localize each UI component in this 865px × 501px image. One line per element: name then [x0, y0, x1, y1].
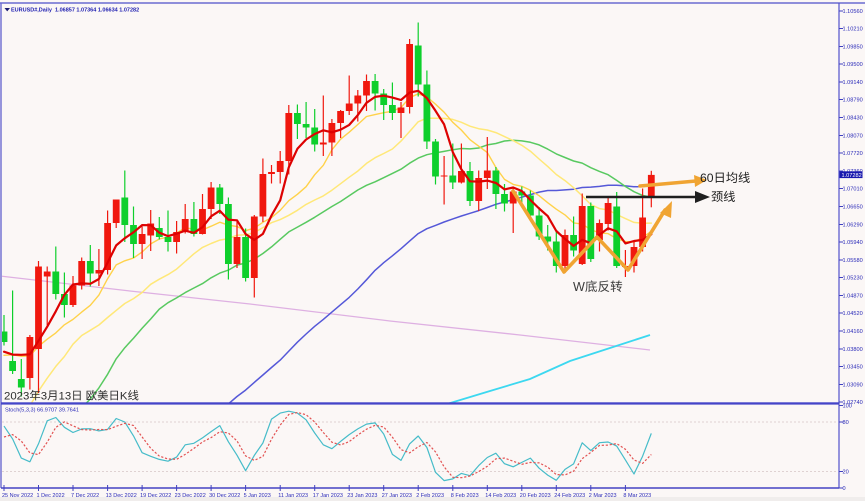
svg-text:1.07282: 1.07282: [842, 173, 862, 179]
svg-text:Stoch(5,3,3) 66.9707 39.7641: Stoch(5,3,3) 66.9707 39.7641: [5, 408, 79, 414]
svg-text:1.05940: 1.05940: [843, 240, 863, 246]
svg-text:1.03450: 1.03450: [843, 365, 863, 371]
svg-text:K: K: [120, 391, 128, 403]
svg-text:17 Jan 2023: 17 Jan 2023: [313, 493, 343, 499]
svg-text:1 Dec 2022: 1 Dec 2022: [37, 493, 65, 499]
svg-text:13 Dec 2022: 13 Dec 2022: [106, 493, 137, 499]
svg-text:1.02740: 1.02740: [843, 400, 863, 406]
svg-text:20: 20: [843, 470, 849, 476]
svg-text:23 Dec 2022: 23 Dec 2022: [175, 493, 206, 499]
svg-text:1.08070: 1.08070: [843, 134, 863, 140]
svg-text:20 Feb 2023: 20 Feb 2023: [520, 493, 551, 499]
svg-text:1.04870: 1.04870: [843, 294, 863, 300]
svg-text:1.10560: 1.10560: [843, 9, 863, 15]
svg-text:7 Dec 2022: 7 Dec 2022: [71, 493, 99, 499]
svg-text:1.08790: 1.08790: [843, 98, 863, 104]
svg-text:11 Jan 2023: 11 Jan 2023: [278, 493, 308, 499]
svg-text:1.09500: 1.09500: [843, 62, 863, 68]
svg-text:1.09140: 1.09140: [843, 80, 863, 86]
svg-text:1.03090: 1.03090: [843, 383, 863, 389]
svg-text:2 Mar 2023: 2 Mar 2023: [589, 493, 617, 499]
svg-text:1.10210: 1.10210: [843, 27, 863, 33]
svg-text:0: 0: [843, 486, 846, 492]
svg-text:EURUSD#,Daily 1.06857 1.07364: EURUSD#,Daily 1.06857 1.07364 1.06634 1.…: [11, 8, 139, 14]
svg-text:1.06650: 1.06650: [843, 205, 863, 211]
svg-text:1.05580: 1.05580: [843, 258, 863, 264]
svg-text:27 Jan 2023: 27 Jan 2023: [382, 493, 412, 499]
svg-text:100: 100: [843, 404, 852, 410]
svg-text:1.04520: 1.04520: [843, 311, 863, 317]
svg-text:13: 13: [59, 391, 72, 403]
svg-text:24 Feb 2023: 24 Feb 2023: [554, 493, 585, 499]
svg-text:1.04160: 1.04160: [843, 329, 863, 335]
svg-text:1.07010: 1.07010: [843, 187, 863, 193]
svg-text:1.09850: 1.09850: [843, 45, 863, 51]
svg-text:60: 60: [700, 171, 714, 185]
svg-text:19 Dec 2022: 19 Dec 2022: [140, 493, 171, 499]
svg-text:25 Nov 2022: 25 Nov 2022: [2, 493, 33, 499]
svg-text:5 Jan 2023: 5 Jan 2023: [244, 493, 271, 499]
svg-text:1.07720: 1.07720: [843, 151, 863, 157]
svg-text:2023: 2023: [4, 391, 29, 403]
svg-text:2 Feb 2023: 2 Feb 2023: [416, 493, 444, 499]
svg-text:80: 80: [843, 420, 849, 426]
svg-text:1.06290: 1.06290: [843, 223, 863, 229]
svg-text:1.08430: 1.08430: [843, 116, 863, 122]
svg-text:23 Jan 2023: 23 Jan 2023: [347, 493, 377, 499]
svg-text:30 Dec 2022: 30 Dec 2022: [209, 493, 240, 499]
svg-text:8 Mar 2023: 8 Mar 2023: [623, 493, 651, 499]
svg-text:8 Feb 2023: 8 Feb 2023: [451, 493, 479, 499]
svg-text:1.03800: 1.03800: [843, 347, 863, 353]
svg-text:1.05230: 1.05230: [843, 276, 863, 282]
svg-text:W: W: [573, 280, 585, 294]
svg-text:3: 3: [41, 391, 47, 403]
svg-text:14 Feb 2023: 14 Feb 2023: [485, 493, 516, 499]
